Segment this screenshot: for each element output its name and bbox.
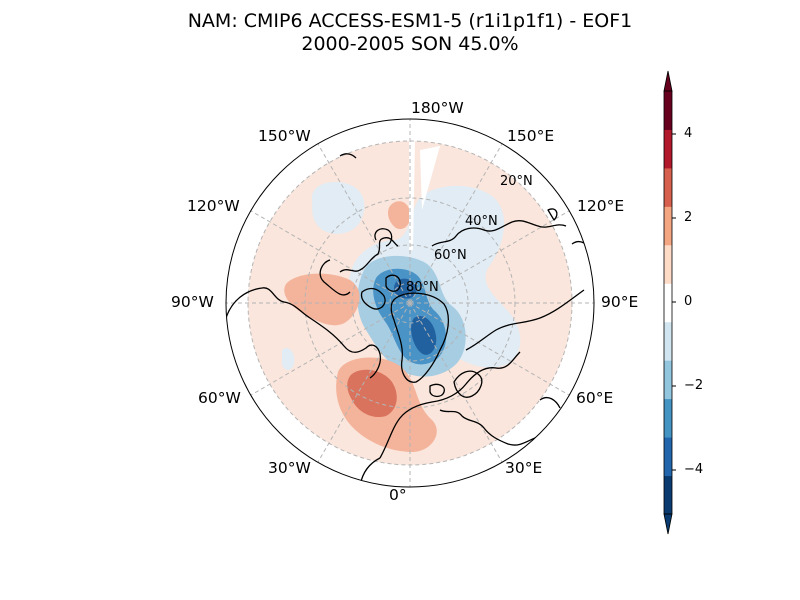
lon-label-150e: 150°E [507, 127, 555, 145]
eof-field-weak-negative-small [282, 347, 295, 370]
gridline-lon-60w [250, 302, 411, 396]
coast-hudson-bay [319, 259, 351, 296]
gridline-lon-150e [409, 143, 503, 304]
colorbar-tick-label: 2 [684, 210, 693, 225]
colorbar-band [664, 167, 672, 207]
colorbar-bands [664, 91, 672, 515]
colorbar-band [664, 321, 672, 361]
lat-label-80n: 80°N [406, 280, 439, 295]
colorbar-band [664, 475, 672, 515]
coast-scandinavia [453, 370, 483, 398]
graticule [226, 119, 594, 487]
colorbar [663, 70, 676, 535]
colorbar-band [664, 360, 672, 400]
coast-india [539, 396, 561, 409]
gridline-lon-150w [317, 143, 411, 304]
lat-label-60n: 60°N [434, 248, 467, 263]
coast-canada-arctic [339, 237, 399, 273]
coast-alaska [374, 228, 393, 247]
coast-arctic-islands-2 [385, 274, 401, 292]
eof-field-positive-pacific [388, 201, 411, 230]
chart-title: NAM: CMIP6 ACCESS-ESM1-5 (r1i1p1f1) - EO… [187, 10, 633, 32]
lon-label-180w: 180°W [411, 99, 464, 117]
gridline-lat-80 [389, 282, 431, 324]
gridline-lon-60e [409, 302, 570, 396]
coast-north-america-south [226, 287, 382, 379]
colorbar-band [664, 244, 672, 284]
colorbar-tick-label: −2 [684, 378, 704, 393]
gridline-lon-30e [409, 302, 503, 463]
coast-iceland [429, 383, 445, 398]
colorbar-band [664, 283, 672, 323]
colorbar-band [664, 91, 672, 130]
lon-label-30e: 30°E [505, 459, 543, 477]
colorbar-band [664, 129, 672, 169]
coast-siberia [431, 220, 567, 247]
lon-label-60w: 60°W [198, 389, 241, 407]
gridline-lon-120w [250, 210, 411, 304]
lon-label-120w: 120°W [187, 197, 240, 215]
lat-label-20n: 20°N [500, 174, 533, 189]
coastlines [226, 153, 593, 487]
gridline-lon-30w [317, 302, 411, 463]
colorbar-band [664, 206, 672, 246]
map-boundary [225, 118, 595, 488]
eof-field-gap-beyond-dateline [420, 146, 440, 210]
chart-subtitle: 2000-2005 SON 45.0% [301, 33, 519, 55]
colorbar-band [664, 398, 672, 438]
lat-label-40n: 40°N [465, 214, 498, 229]
lon-label-90w: 90°W [171, 293, 214, 311]
coast-hawaii [339, 153, 357, 159]
coast-asia-north [465, 289, 585, 351]
coast-greenland [390, 292, 450, 383]
coast-mediterranean [439, 409, 541, 446]
colorbar-tick-label: 0 [684, 294, 693, 309]
eof-field-very-strong-negative-2 [411, 316, 437, 355]
lon-label-30w: 30°W [268, 459, 311, 477]
colorbar-extend-min [663, 513, 673, 535]
colorbar-tick-label: 4 [684, 126, 693, 141]
colorbar-band [664, 437, 672, 477]
colorbar-tick-label: −4 [684, 462, 704, 477]
lon-label-90e: 90°E [601, 293, 639, 311]
gridline-lon-120e [409, 210, 570, 304]
map-body [226, 119, 594, 487]
coast-japan [547, 208, 558, 221]
eof-field-weak-negative-pacific [311, 181, 365, 234]
coast-europe [379, 351, 521, 459]
lon-label-60e: 60°E [576, 389, 614, 407]
coast-arctic-islands-1 [360, 287, 386, 310]
lon-label-120e: 120°E [577, 197, 625, 215]
lon-label-150w: 150°W [258, 127, 311, 145]
colorbar-extend-max [663, 70, 673, 92]
lon-label-0: 0° [389, 486, 407, 504]
